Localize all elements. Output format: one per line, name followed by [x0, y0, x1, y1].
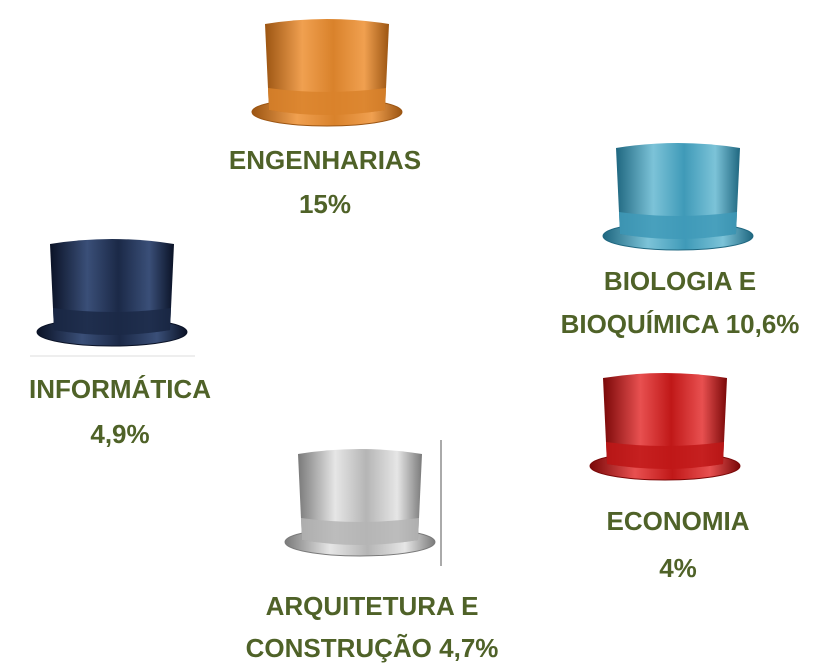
- hat-band: [606, 442, 724, 469]
- item-label: ECONOMIA: [607, 506, 750, 536]
- item-label: 4,9%: [90, 419, 149, 449]
- item-label: 4%: [659, 553, 697, 583]
- item-label: BIOQUÍMICA 10,6%: [561, 309, 800, 339]
- hat: [285, 449, 435, 556]
- item-label: CONSTRUÇÃO 4,7%: [246, 633, 499, 663]
- hat-band: [53, 308, 171, 335]
- hat-band: [301, 518, 419, 545]
- item-label: BIOLOGIA E: [604, 266, 756, 296]
- hat: [37, 239, 187, 346]
- hat-band: [619, 212, 737, 239]
- infographic: ENGENHARIAS 15% BIOLOGIA E BIOQUÍMICA 10,6%…: [0, 0, 834, 664]
- item-label: 15%: [299, 189, 351, 219]
- item-label: ARQUITETURA E: [266, 591, 479, 621]
- item-label: ENGENHARIAS: [229, 145, 421, 175]
- hat: [590, 373, 740, 480]
- item-label: INFORMÁTICA: [29, 374, 211, 404]
- hat: [252, 19, 402, 126]
- hat-band: [268, 88, 386, 115]
- hat: [603, 143, 753, 250]
